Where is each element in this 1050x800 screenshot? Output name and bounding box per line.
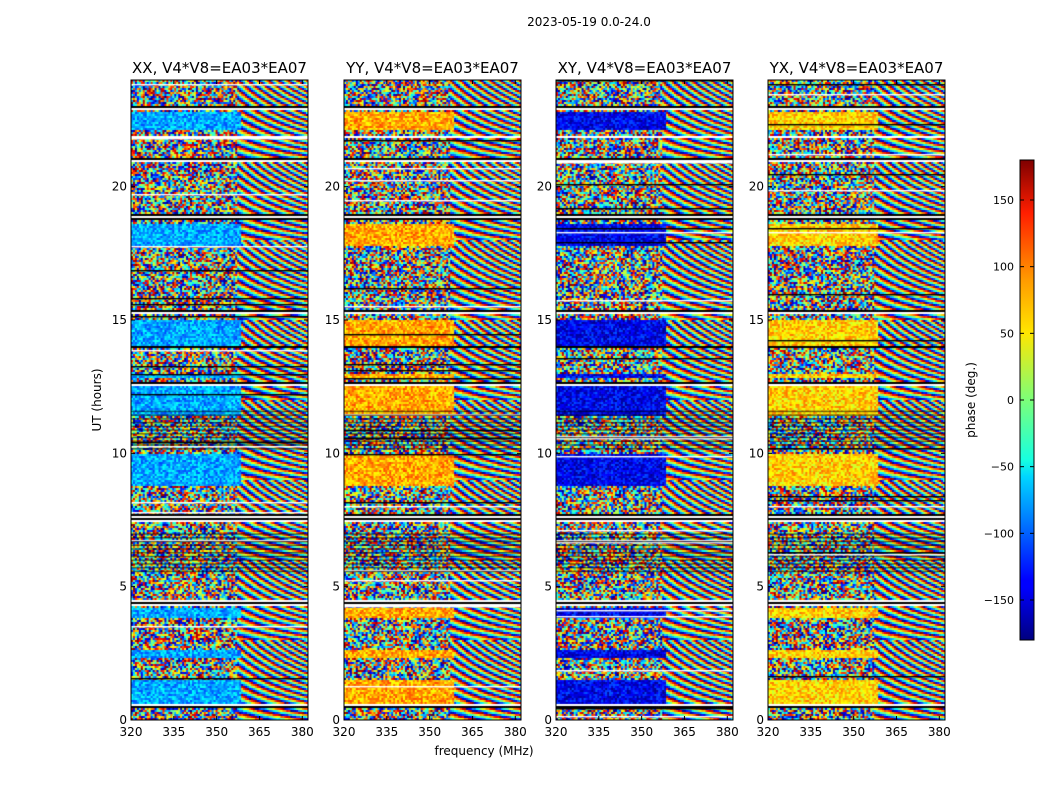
y-tick-label: 15 — [537, 313, 552, 327]
y-tick-label: 15 — [749, 313, 764, 327]
panel-yy: YY, V4*V8=EA03*EA07 320 335 350 365 380 0 5 10 15… — [325, 59, 527, 739]
x-tick-label: 320 — [120, 725, 143, 739]
x-tick-label: 365 — [461, 725, 484, 739]
y-axis-label: UT (hours) — [90, 368, 104, 431]
y-tick-label: 0 — [119, 713, 127, 727]
x-tick-label: 335 — [162, 725, 185, 739]
y-tick-label: 10 — [112, 446, 127, 460]
heatmap-image — [768, 80, 945, 720]
x-tick-label: 335 — [799, 725, 822, 739]
panel-xx: XX, V4*V8=EA03*EA07 320 335 350 365 380 0 5 10 15… — [112, 59, 314, 739]
x-axis-label: frequency (MHz) — [434, 744, 533, 758]
colorbar-tick-label: −50 — [991, 461, 1014, 474]
y-tick-label: 20 — [325, 180, 340, 194]
y-tick-label: 15 — [112, 313, 127, 327]
x-tick-label: 320 — [333, 725, 356, 739]
y-tick-label: 10 — [749, 446, 764, 460]
x-tick-label: 350 — [418, 725, 441, 739]
x-tick-label: 365 — [673, 725, 696, 739]
panel-frame — [130, 79, 309, 721]
colorbar-tick-label: 100 — [993, 261, 1014, 274]
colorbar: 150 100 50 0 −50 −100 −150 phase (deg.) — [964, 159, 1035, 641]
panels-group: XX, V4*V8=EA03*EA07 320 335 350 365 380 0 5 10 15… — [112, 59, 951, 739]
x-tick-label: 350 — [842, 725, 865, 739]
x-tick-label: 365 — [885, 725, 908, 739]
panel-frame — [767, 79, 946, 721]
colorbar-tick-label: −100 — [984, 527, 1014, 540]
x-tick-label: 335 — [587, 725, 610, 739]
colorbar-ticks: 150 100 50 0 −50 −100 −150 — [984, 194, 1034, 607]
y-tick-label: 0 — [544, 713, 552, 727]
y-tick-label: 20 — [112, 180, 127, 194]
panel-xy: XY, V4*V8=EA03*EA07 320 335 350 365 380 0 5 10 15… — [537, 59, 739, 739]
panel-title: XY, V4*V8=EA03*EA07 — [558, 59, 732, 77]
panel-title: XX, V4*V8=EA03*EA07 — [132, 59, 307, 77]
colorbar-tick-label: 50 — [1000, 327, 1014, 340]
y-tick-label: 5 — [119, 580, 127, 594]
x-tick-label: 380 — [291, 725, 314, 739]
x-tick-label: 380 — [928, 725, 951, 739]
y-tick-label: 20 — [749, 180, 764, 194]
panel-frame — [343, 79, 522, 721]
panel-frame — [555, 79, 734, 721]
y-tick-label: 15 — [325, 313, 340, 327]
x-tick-label: 335 — [375, 725, 398, 739]
y-tick-label: 10 — [537, 446, 552, 460]
x-tick-label: 320 — [757, 725, 780, 739]
x-tick-label: 320 — [545, 725, 568, 739]
x-tick-label: 380 — [716, 725, 739, 739]
y-tick-label: 5 — [332, 580, 340, 594]
heatmap-image — [556, 80, 733, 720]
x-tick-label: 365 — [248, 725, 271, 739]
colorbar-tick-label: 0 — [1007, 394, 1014, 407]
figure-suptitle: 2023-05-19 0.0-24.0 — [527, 15, 651, 29]
panel-title: YY, V4*V8=EA03*EA07 — [345, 59, 519, 77]
y-tick-label: 5 — [544, 580, 552, 594]
colorbar-tick-label: −150 — [984, 594, 1014, 607]
x-tick-label: 380 — [504, 725, 527, 739]
colorbar-tick-label: 150 — [993, 194, 1014, 207]
colorbar-label: phase (deg.) — [964, 362, 978, 438]
y-tick-label: 20 — [537, 180, 552, 194]
panel-yx: YX, V4*V8=EA03*EA07 320 335 350 365 380 0 5 10 15… — [749, 59, 951, 739]
y-tick-label: 10 — [325, 446, 340, 460]
x-tick-label: 350 — [630, 725, 653, 739]
y-tick-label: 0 — [756, 713, 764, 727]
heatmap-image — [131, 80, 308, 720]
heatmap-image — [344, 80, 521, 720]
panel-title: YX, V4*V8=EA03*EA07 — [769, 59, 944, 77]
x-tick-label: 350 — [205, 725, 228, 739]
y-tick-label: 0 — [332, 713, 340, 727]
y-tick-label: 5 — [756, 580, 764, 594]
